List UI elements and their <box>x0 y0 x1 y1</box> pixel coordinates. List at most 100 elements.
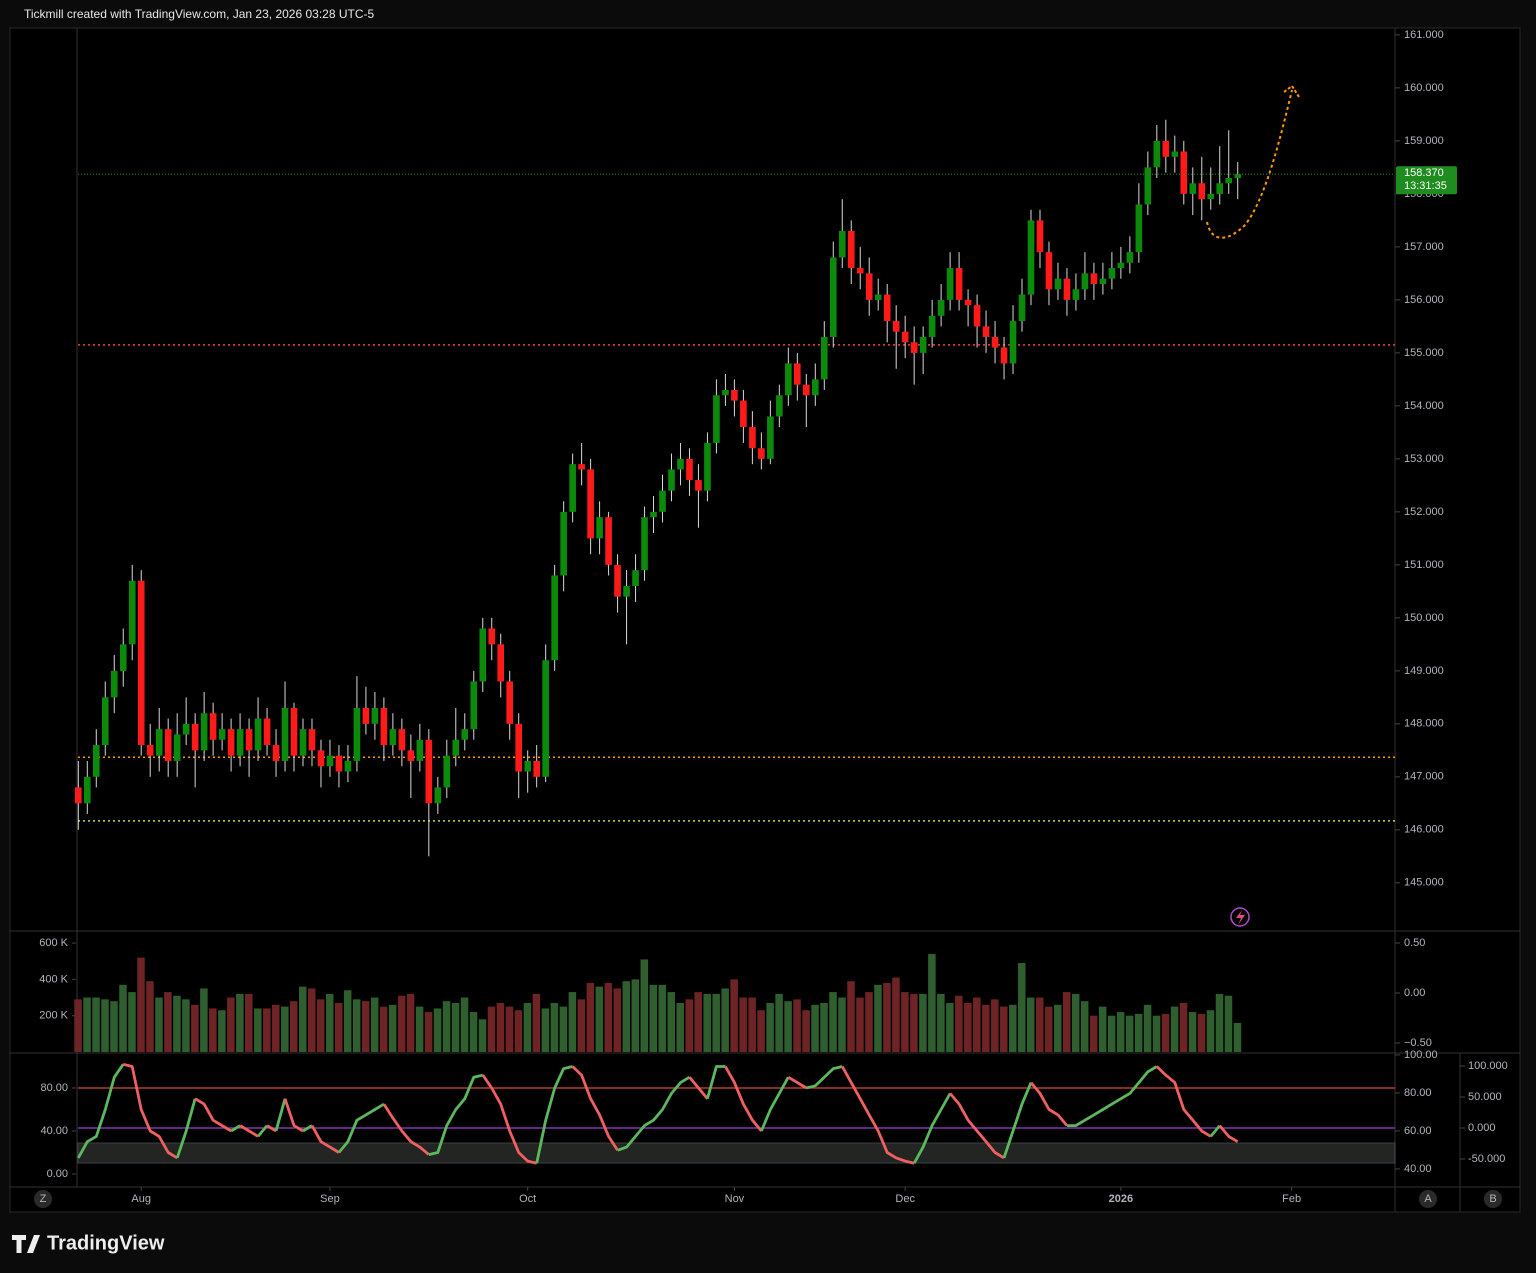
candle-body <box>569 464 576 512</box>
volume-bar <box>712 993 720 1052</box>
candle-body <box>506 681 514 724</box>
volume-bar <box>811 1004 819 1052</box>
y-tick-label: 600 K <box>39 937 68 949</box>
volume-bar <box>272 1004 280 1052</box>
y-tick-label: 0.00 <box>1404 987 1425 999</box>
volume-bar <box>101 999 109 1052</box>
button-b[interactable]: B <box>1489 1193 1496 1205</box>
candle-body <box>119 644 127 671</box>
last-price-badge <box>1396 166 1457 195</box>
volume-bar <box>83 997 91 1052</box>
oscillator-line <box>266 1124 277 1133</box>
y-tick-label: 100.00 <box>1404 1049 1438 1061</box>
candle-body <box>785 363 792 396</box>
footer-logo-mark <box>12 1235 40 1253</box>
candle-body <box>488 628 496 645</box>
candle-body <box>1090 273 1098 284</box>
y-tick-label: -50.000 <box>1468 1153 1505 1165</box>
y-tick-label: 40.00 <box>40 1125 68 1137</box>
candle-body <box>389 729 397 746</box>
volume-bar <box>1098 1006 1107 1052</box>
y-tick-label: 150.000 <box>1404 612 1444 624</box>
candle-body <box>75 787 82 804</box>
candle-body <box>1117 262 1125 269</box>
volume-bar <box>1170 1006 1179 1052</box>
oscillator-line <box>230 1124 241 1133</box>
candle-body <box>937 299 945 316</box>
button-bg[interactable] <box>1419 1190 1437 1208</box>
oscillator-line <box>274 1098 287 1132</box>
candle-body <box>1207 193 1215 200</box>
y-tick-label: 155.000 <box>1404 347 1444 359</box>
alert-icon[interactable] <box>1230 907 1250 927</box>
candle-body <box>434 787 442 804</box>
y-tick-label: 60.00 <box>1404 1125 1432 1137</box>
candle-body <box>1135 204 1143 253</box>
oscillator-line <box>617 1075 691 1152</box>
volume-bar <box>667 992 675 1052</box>
button-z[interactable]: Z <box>40 1193 47 1205</box>
button-bg[interactable] <box>1484 1190 1502 1208</box>
y-tick-label: 146.000 <box>1404 824 1444 836</box>
oscillator-line <box>1155 1065 1212 1138</box>
candle-body <box>596 517 603 539</box>
volume-bar <box>442 1001 451 1052</box>
candle-body <box>1045 252 1053 290</box>
candle-body <box>254 718 262 751</box>
oscillator-line <box>175 1098 197 1159</box>
candle-body <box>910 342 918 353</box>
candle-body <box>263 718 271 746</box>
volume-bar <box>1107 1015 1116 1052</box>
volume-bar <box>1161 1013 1170 1052</box>
candle-body <box>749 427 756 449</box>
volume-bar <box>820 1002 828 1052</box>
oscillator-band <box>77 1142 1396 1164</box>
candle-body <box>1189 183 1197 194</box>
volume-bar <box>766 1002 774 1052</box>
candle-body <box>533 760 540 777</box>
button-a[interactable]: A <box>1424 1193 1432 1205</box>
oscillator-line <box>337 1102 385 1154</box>
candle-body <box>991 336 999 348</box>
volume-bar <box>128 992 136 1052</box>
candle-body <box>1180 151 1188 194</box>
candle-body <box>173 734 181 761</box>
candle-body <box>191 723 199 751</box>
volume-bar <box>991 999 999 1052</box>
volume-bar <box>397 995 406 1052</box>
candle-body <box>677 458 684 470</box>
candle-body <box>1153 140 1161 168</box>
candle-body <box>218 729 226 740</box>
candle-body <box>1027 220 1035 295</box>
candle-body <box>1063 278 1071 300</box>
volume-bar <box>1116 1012 1125 1052</box>
volume-bar <box>1044 1006 1053 1052</box>
last-price-label: 158.370 <box>1404 167 1444 179</box>
volume-bar <box>1089 1015 1098 1052</box>
candle-body <box>443 755 451 788</box>
volume-bar <box>550 1002 559 1052</box>
x-tick-label: Aug <box>131 1193 151 1205</box>
candle-body <box>919 336 927 353</box>
candle-body <box>865 273 873 300</box>
y-tick-label: −0.50 <box>1404 1037 1432 1049</box>
volume-bar <box>155 997 163 1052</box>
volume-bar <box>209 1008 217 1052</box>
y-tick-label: 160.000 <box>1404 82 1444 94</box>
volume-bar <box>847 981 855 1052</box>
candle-body <box>272 745 280 761</box>
candle-body <box>1036 220 1044 253</box>
y-tick-label: 80.00 <box>40 1082 68 1094</box>
volume-bar <box>433 1008 442 1052</box>
oscillator-line <box>724 1065 763 1132</box>
candle-body <box>1081 273 1089 290</box>
volume-bar <box>1062 992 1071 1052</box>
volume-bar <box>307 988 316 1052</box>
candle-body <box>1126 252 1134 263</box>
volume-bar <box>227 997 235 1052</box>
volume-bar <box>361 1001 370 1052</box>
volume-bar <box>964 1002 972 1052</box>
x-tick-label: Sep <box>320 1193 340 1205</box>
button-bg[interactable] <box>34 1190 52 1208</box>
x-tick-label: Oct <box>519 1193 536 1205</box>
